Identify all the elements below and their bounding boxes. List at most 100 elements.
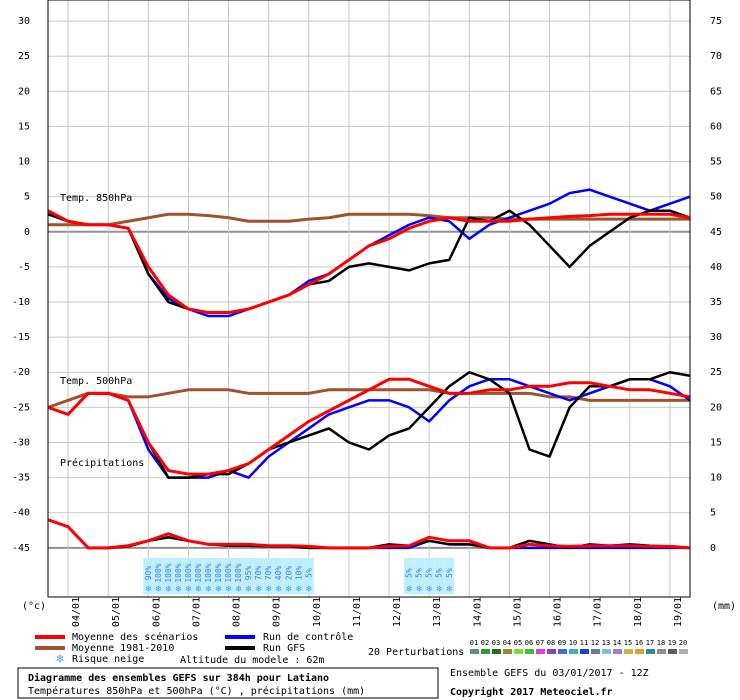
y2-unit: (mm)	[712, 601, 736, 612]
snow-icon: ❄	[196, 585, 202, 595]
snow-icon: ❄	[236, 585, 242, 595]
perturbation-swatch	[514, 649, 523, 654]
perturbation-label: 04	[503, 639, 511, 647]
snow-risk-label: 5%	[415, 568, 424, 578]
legend-label: Run GFS	[263, 643, 305, 654]
snow-risk-label: 5%	[304, 568, 313, 578]
x-tick-label: 18/01	[633, 597, 644, 627]
perturbation-swatch	[525, 649, 534, 654]
snow-icon: ❄	[266, 585, 272, 595]
snow-risk-box	[193, 558, 204, 594]
snow-risk-box	[293, 558, 304, 594]
snow-risk-label: 5%	[425, 568, 434, 578]
legend-label: Run de contrôle	[263, 631, 353, 643]
perturbation-label: 07	[536, 639, 544, 647]
snow-risk-label: 5%	[405, 568, 414, 578]
title-box	[17, 667, 439, 699]
snow-risk-label: 100%	[174, 563, 183, 582]
copyright: Copyright 2017 Meteociel.fr	[450, 686, 613, 698]
perturbation-swatch	[591, 649, 600, 654]
y-tick-label: -15	[12, 332, 30, 343]
snow-risk-label: 20%	[284, 566, 293, 581]
snow-risk-box	[173, 558, 184, 594]
snow-risk-box	[404, 558, 415, 594]
y-tick-label: -30	[12, 437, 30, 448]
x-tick-label: 08/01	[232, 597, 243, 627]
y2-tick-label: 40	[710, 262, 722, 273]
snow-risk-box	[303, 558, 314, 594]
perturbation-swatch	[635, 649, 644, 654]
legend-label: Moyenne des scénarios	[72, 631, 198, 643]
perturbation-label: 16	[635, 639, 643, 647]
perturbation-swatch	[569, 649, 578, 654]
y-tick-label: 15	[18, 121, 30, 132]
perturbation-label: 15	[624, 639, 632, 647]
snow-risk-box	[143, 558, 154, 594]
y2-tick-label: 60	[710, 121, 722, 132]
snow-risk-box	[183, 558, 194, 594]
snow-risk-label: 70%	[264, 566, 273, 581]
y2-tick-label: 55	[710, 157, 722, 168]
snow-risk-label: 100%	[204, 563, 213, 582]
snow-icon: ❄	[447, 585, 453, 595]
perturbation-swatch	[580, 649, 589, 654]
snow-icon: ❄	[156, 585, 162, 595]
y-tick-label: 0	[24, 227, 30, 238]
y2-tick-label: 75	[710, 16, 722, 27]
snow-risk-label: 90%	[144, 566, 153, 581]
perturbation-swatch	[668, 649, 677, 654]
x-tick-label: 14/01	[472, 597, 483, 627]
y2-tick-label: 30	[710, 332, 722, 343]
perturbation-label: 06	[525, 639, 533, 647]
perturbation-label: 20	[679, 639, 687, 647]
snow-risk-box	[414, 558, 425, 594]
x-tick-label: 11/01	[352, 597, 363, 627]
snow-risk-label: 100%	[184, 563, 193, 582]
series-line	[47, 209, 691, 315]
snow-icon: ❄	[216, 585, 222, 595]
snow-icon: ❄	[176, 585, 182, 595]
snow-risk-label: 10%	[294, 566, 303, 581]
x-tick-label: 19/01	[673, 597, 684, 627]
y2-tick-label: 35	[710, 297, 722, 308]
plot-area: 90%❄100%❄100%❄100%❄100%❄100%❄100%❄100%❄1…	[47, 0, 691, 597]
altitude: Altitude du modele : 62m	[180, 655, 325, 666]
snow-icon: ❄	[296, 585, 302, 595]
x-tick-label: 16/01	[553, 597, 564, 627]
snow-risk-box	[243, 558, 254, 594]
y-tick-label: 5	[24, 192, 30, 203]
snow-risk-box	[203, 558, 214, 594]
perturbation-swatch	[624, 649, 633, 654]
perturbation-label: 11	[580, 639, 588, 647]
perturbation-label: 18	[657, 639, 665, 647]
snow-icon: ❄	[406, 585, 412, 595]
perturbation-label: 05	[514, 639, 522, 647]
perturbation-label: 12	[591, 639, 599, 647]
x-tick-label: 17/01	[593, 597, 604, 627]
snow-risk-box	[263, 558, 274, 594]
y-tick-label: -25	[12, 402, 30, 413]
x-tick-label: 15/01	[512, 597, 523, 627]
snow-icon: ❄	[306, 585, 312, 595]
perturbation-swatch	[613, 649, 622, 654]
snow-legend: Risque neige	[72, 654, 144, 665]
x-tick-label: 05/01	[111, 597, 122, 627]
perturbation-swatch	[547, 649, 556, 654]
perturbation-swatch	[470, 649, 479, 654]
x-tick-label: 04/01	[71, 597, 82, 627]
snow-risk-box	[213, 558, 224, 594]
snow-risk-label: 40%	[274, 566, 283, 581]
y2-tick-label: 0	[710, 543, 716, 554]
chart-title: Diagramme des ensembles GEFS sur 384h po…	[28, 672, 329, 684]
annotation: Précipitations	[60, 457, 144, 469]
y-tick-label: 30	[18, 16, 30, 27]
x-tick-label: 06/01	[151, 597, 162, 627]
x-tick-label: 09/01	[272, 597, 283, 627]
perturbation-label: 02	[481, 639, 489, 647]
snow-risk-box	[153, 558, 164, 594]
y2-tick-label: 65	[710, 86, 722, 97]
snow-risk-label: 5%	[445, 568, 454, 578]
y2-tick-label: 10	[710, 473, 722, 484]
y-tick-label: -10	[12, 297, 30, 308]
